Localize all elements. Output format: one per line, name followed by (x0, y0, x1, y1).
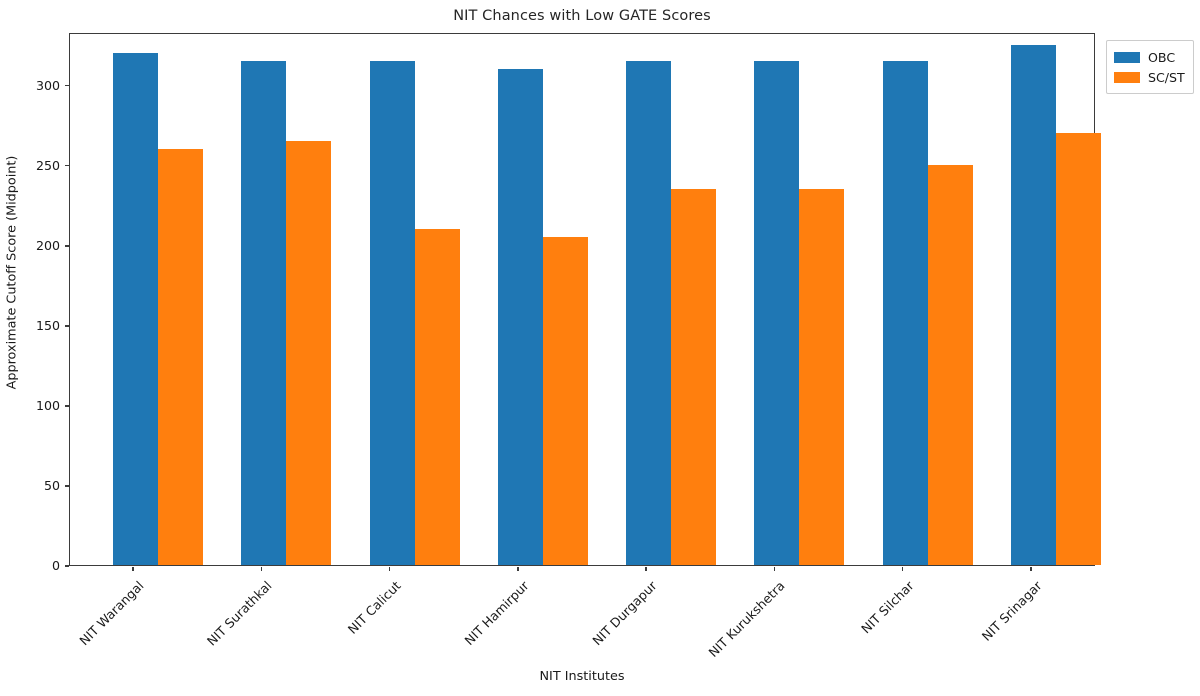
y-tick-mark (64, 565, 69, 567)
bar-scst[interactable] (286, 140, 332, 565)
y-tick-label: 0 (51, 558, 60, 573)
x-tick-mark (132, 567, 134, 572)
y-tick-label: 150 (35, 317, 60, 333)
y-tick-label: 100 (35, 397, 60, 413)
y-tick-mark (64, 165, 69, 167)
bar-group (327, 34, 460, 565)
bar-obc[interactable] (754, 60, 800, 565)
bar-group (968, 34, 1101, 565)
bar-scst[interactable] (927, 164, 973, 565)
x-tick-label: NIT Hamirpur (461, 578, 532, 649)
x-tick-label: NIT Durgapur (589, 578, 660, 649)
bar-group (711, 34, 845, 565)
bar-scst[interactable] (414, 228, 460, 565)
x-tick-label: NIT Surathkal (204, 578, 275, 649)
y-tick-mark (64, 325, 69, 327)
x-tick-mark (901, 567, 904, 572)
bar-group (198, 34, 332, 565)
bar-group (840, 34, 973, 565)
y-tick-mark (64, 245, 69, 247)
bar-group (583, 34, 716, 565)
y-tick-label: 250 (35, 157, 60, 173)
x-tick-mark (260, 567, 263, 572)
bar-scst[interactable] (799, 188, 845, 565)
bar-obc[interactable] (113, 52, 158, 565)
x-tick-label: NIT Warangal (76, 578, 147, 649)
y-tick-label: 200 (35, 237, 60, 253)
y-axis-label: Approximate Cutoff Score (Midpoint) (4, 155, 20, 390)
x-tick-mark (773, 567, 776, 572)
x-tick-mark (645, 567, 647, 572)
chart-title: NIT Chances with Low GATE Scores (453, 8, 711, 24)
legend-swatch-scst (1114, 71, 1140, 83)
x-tick-mark (517, 567, 519, 572)
bar-scst[interactable] (542, 236, 588, 565)
legend-swatch-obc (1114, 51, 1140, 63)
y-tick-label: 300 (35, 77, 60, 93)
chart-legend: OBC SC/ST (1106, 40, 1194, 94)
bar-scst[interactable] (671, 188, 716, 565)
bar-obc[interactable] (882, 60, 928, 565)
bar-obc[interactable] (369, 60, 415, 565)
x-tick-label: NIT Srinagar (978, 578, 1045, 644)
legend-item[interactable]: SC/ST (1114, 67, 1185, 87)
legend-item[interactable]: OBC (1114, 47, 1185, 67)
bar-scst[interactable] (1055, 132, 1101, 565)
plot-area (69, 33, 1101, 566)
x-tick-label: NIT Silchar (857, 578, 917, 637)
bar-obc[interactable] (626, 60, 671, 565)
x-tick-label: NIT Kurukshetra (705, 578, 788, 661)
y-tick-mark (64, 485, 69, 487)
y-tick-label: 50 (43, 477, 60, 493)
x-tick-mark (388, 567, 391, 572)
bar-obc[interactable] (241, 60, 287, 565)
bar-obc[interactable] (1010, 44, 1056, 565)
y-tick-mark (64, 405, 69, 407)
bar-scst[interactable] (158, 148, 203, 565)
x-axis-label: NIT Institutes (539, 669, 625, 684)
bar-obc[interactable] (497, 68, 543, 565)
bar-group (455, 34, 588, 565)
legend-label-obc: OBC (1148, 49, 1176, 65)
legend-label-scst: SC/ST (1148, 69, 1185, 85)
x-tick-mark (1030, 567, 1032, 572)
x-tick-label: NIT Calicut (344, 578, 404, 637)
bars-layer (70, 34, 1101, 565)
bar-group (70, 34, 203, 565)
y-tick-mark (64, 85, 69, 87)
